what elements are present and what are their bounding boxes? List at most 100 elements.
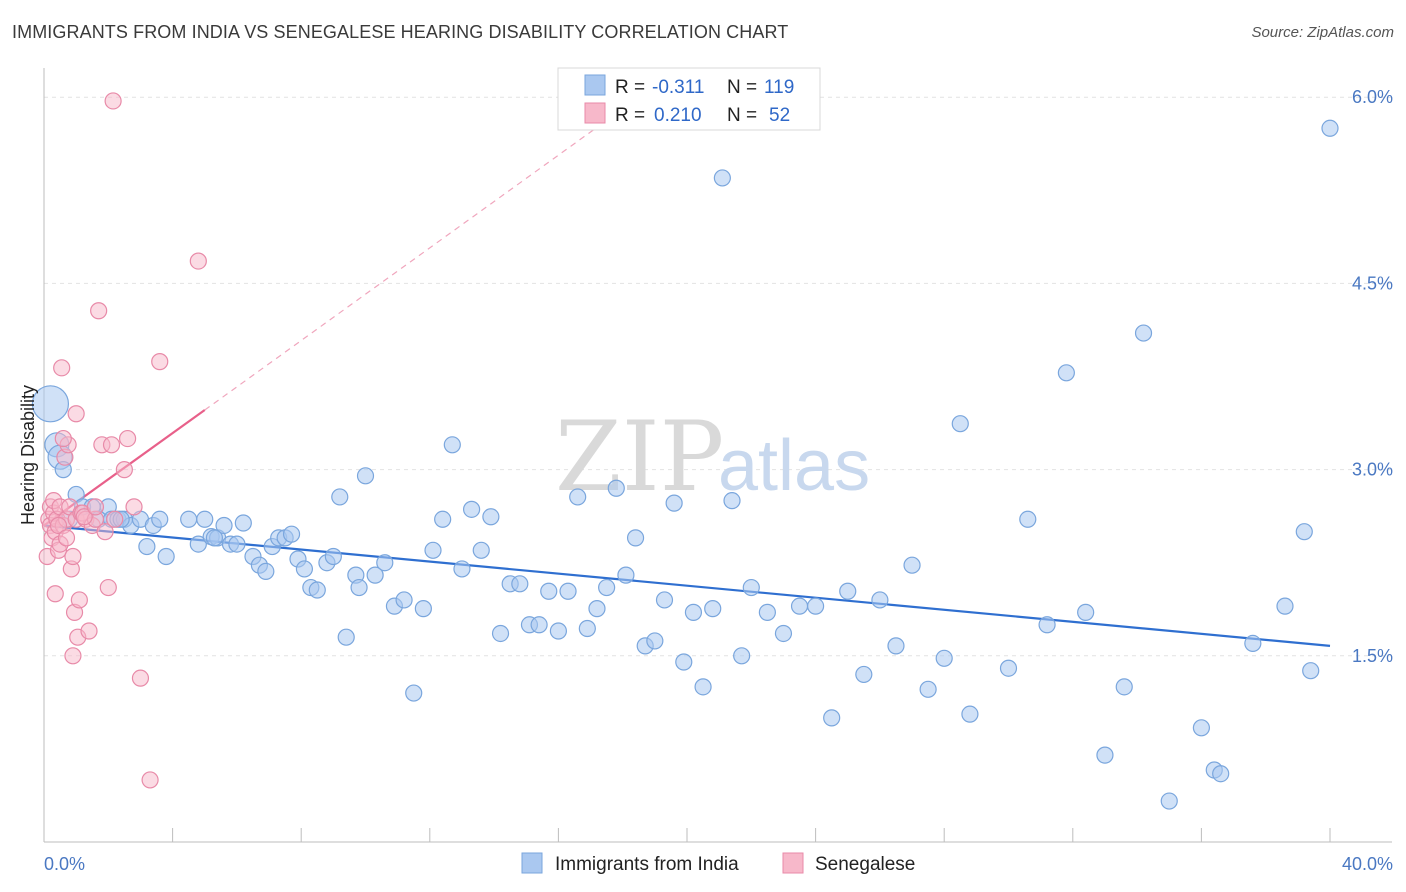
point-india-90: [839, 582, 857, 600]
point-india-88: [806, 597, 825, 615]
top-legend: R = -0.311 N = 119 R = 0.210 N = 52: [557, 67, 821, 131]
point-india-26: [228, 535, 246, 553]
y-tick-label-1: 3.0%: [1352, 460, 1393, 480]
point-india-93: [887, 637, 905, 655]
point-india-67: [578, 619, 596, 638]
point-india-87: [790, 597, 809, 615]
point-india-89: [823, 709, 841, 727]
point-india-38: [308, 581, 326, 599]
point-senegalese-31: [90, 302, 108, 320]
point-india-91: [855, 665, 873, 684]
point-india-15: [138, 537, 156, 556]
point-india-20: [189, 535, 207, 553]
point-india-83: [733, 647, 751, 665]
point-senegalese-45: [54, 429, 72, 448]
y-tick-label-0: 1.5%: [1352, 646, 1393, 666]
point-india-46: [376, 554, 394, 572]
point-india-41: [331, 488, 349, 506]
legend-r-label-senegal: R =: [615, 105, 645, 126]
trend-lines: [43, 96, 1331, 647]
point-senegalese-38: [118, 429, 137, 448]
point-india-99: [999, 659, 1018, 677]
point-india-118: [350, 578, 368, 597]
point-india-105: [1115, 678, 1133, 696]
point-india-55: [462, 500, 481, 518]
bottom-legend: Immigrants from India Senegalese: [521, 852, 915, 875]
point-senegalese-34: [99, 578, 117, 597]
point-india-71: [617, 566, 635, 584]
point-india-96: [935, 649, 953, 667]
point-senegalese-44: [104, 92, 122, 110]
point-senegalese-24: [70, 591, 88, 609]
point-india-60: [511, 575, 529, 593]
point-senegalese-35: [102, 436, 121, 454]
series-senegalese-points: [38, 92, 207, 789]
legend-r-value-india: -0.311: [652, 77, 704, 98]
point-india-114: [1302, 662, 1320, 680]
chart-title: IMMIGRANTS FROM INDIA VS SENEGALESE HEAR…: [12, 22, 789, 42]
point-senegalese-43: [189, 252, 207, 270]
point-india-85: [758, 603, 776, 621]
point-india-103: [1077, 603, 1095, 621]
point-india-102: [1057, 364, 1075, 382]
legend-n-value-india: 119: [764, 77, 794, 98]
legend-r-label-india: R =: [615, 77, 645, 98]
point-senegalese-36: [106, 510, 124, 528]
point-india-30: [257, 562, 275, 581]
point-senegalese-41: [141, 771, 159, 789]
point-india-110: [1212, 765, 1230, 783]
point-india-57: [482, 508, 500, 526]
y-axis-label: Hearing Disability: [18, 385, 38, 525]
point-india-113: [1295, 523, 1313, 541]
point-india-63: [540, 582, 558, 600]
bottom-legend-label-senegal: Senegalese: [815, 854, 915, 875]
point-senegalese-33: [96, 523, 114, 541]
point-india-117: [205, 529, 223, 547]
point-senegalese-40: [131, 669, 150, 687]
point-india-79: [694, 678, 712, 696]
point-india-62: [530, 616, 548, 634]
point-india-0: [31, 385, 70, 423]
point-india-95: [919, 680, 937, 698]
point-india-106: [1134, 324, 1153, 342]
point-india-58: [491, 624, 510, 643]
point-senegalese-37: [115, 461, 133, 479]
point-india-82: [723, 492, 741, 510]
point-india-54: [453, 560, 471, 578]
point-india-27: [234, 514, 252, 532]
point-india-50: [414, 600, 432, 618]
point-india-18: [157, 547, 175, 566]
point-india-40: [324, 547, 342, 566]
trend-line-senegalese-extension: [204, 96, 640, 411]
trend-line-india: [43, 524, 1331, 647]
point-senegalese-51: [46, 585, 64, 603]
point-india-104: [1096, 746, 1114, 764]
point-india-74: [646, 632, 664, 650]
axes: [43, 68, 1392, 843]
point-india-101: [1038, 616, 1056, 634]
point-senegalese-48: [49, 516, 68, 535]
point-india-98: [961, 705, 979, 723]
point-india-68: [588, 600, 606, 618]
point-india-80: [704, 600, 722, 618]
legend-n-label-india: N =: [727, 77, 757, 98]
point-senegalese-19: [64, 547, 82, 566]
point-india-53: [443, 436, 461, 454]
point-india-69: [598, 578, 616, 597]
point-india-45: [366, 566, 384, 584]
point-india-112: [1276, 597, 1294, 615]
point-india-52: [434, 510, 452, 528]
point-india-51: [424, 541, 442, 559]
legend-swatch-india: [584, 74, 606, 96]
point-india-76: [665, 494, 683, 512]
watermark-atlas: atlas: [718, 426, 870, 506]
source-credit: Source: ZipAtlas.com: [1251, 24, 1394, 41]
bottom-legend-label-india: Immigrants from India: [555, 854, 739, 875]
point-india-86: [774, 624, 793, 643]
point-india-84: [742, 578, 760, 597]
point-india-65: [559, 582, 577, 600]
bottom-legend-swatch-senegal: [782, 852, 804, 874]
point-india-42: [337, 628, 355, 646]
tick-labels: 1.5% 3.0% 4.5% 6.0% 0.0% 40.0%: [44, 87, 1393, 874]
